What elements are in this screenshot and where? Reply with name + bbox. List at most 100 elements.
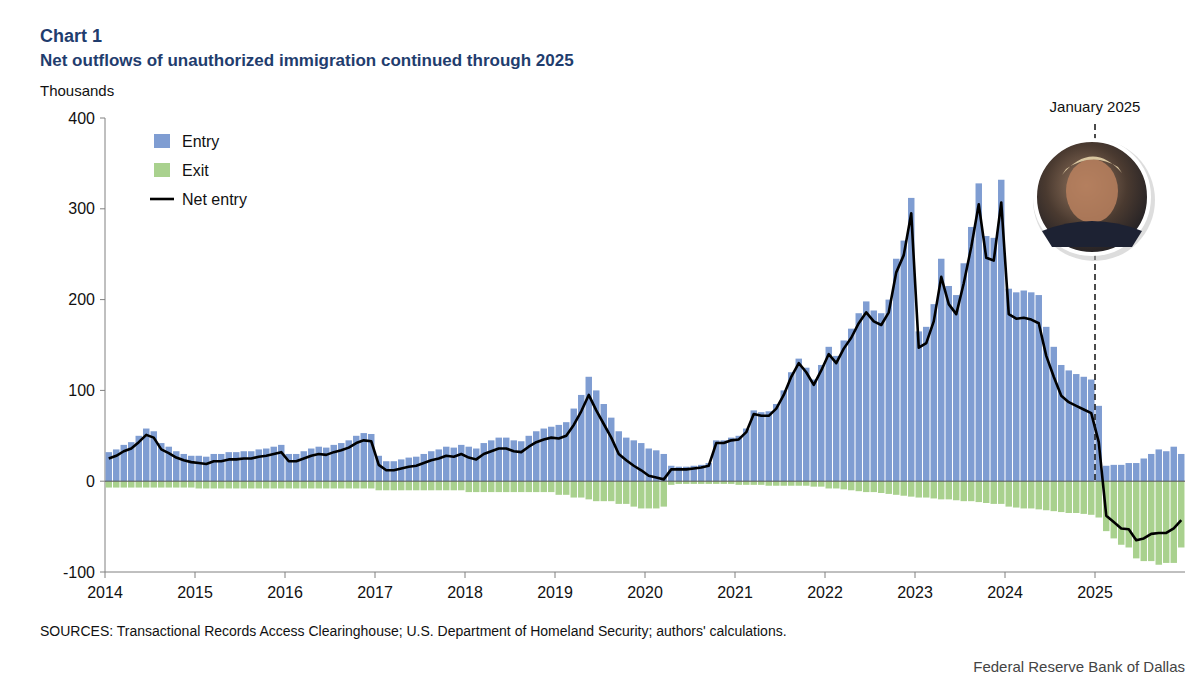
bar-exit	[1021, 481, 1027, 508]
bar-exit	[983, 481, 989, 503]
credit: Federal Reserve Bank of Dallas	[973, 658, 1185, 675]
bar-entry	[1111, 465, 1117, 481]
bar-entry	[443, 447, 449, 482]
bar-exit	[323, 481, 329, 488]
bar-exit	[293, 481, 299, 488]
bar-exit	[361, 481, 367, 488]
x-tick-label: 2025	[1077, 584, 1113, 601]
bar-exit	[271, 481, 277, 488]
bar-exit	[788, 481, 794, 486]
bar-entry	[293, 454, 299, 481]
bar-entry	[743, 429, 749, 482]
bar-entry	[421, 454, 427, 481]
bar-entry	[256, 449, 262, 481]
y-tick	[100, 208, 105, 209]
legend-swatch	[154, 163, 170, 177]
x-tick	[465, 572, 466, 578]
bar-exit	[368, 481, 374, 488]
bar-entry	[728, 438, 734, 482]
x-tick-label: 2017	[357, 584, 393, 601]
bar-entry	[811, 380, 817, 482]
portrait-face	[1066, 159, 1118, 223]
x-tick-label: 2022	[807, 584, 843, 601]
bar-entry	[758, 412, 764, 481]
bar-entry	[263, 449, 269, 482]
x-tick-label: 2020	[627, 584, 663, 601]
bar-exit	[586, 481, 592, 499]
bar-exit	[233, 481, 239, 488]
bar-entry	[968, 227, 974, 481]
bar-exit	[488, 481, 494, 492]
bar-exit	[1058, 481, 1064, 512]
bar-entry	[1081, 377, 1087, 481]
bar-exit	[286, 481, 292, 488]
bar-exit	[541, 481, 547, 492]
net-entry-line	[109, 202, 1182, 540]
bar-exit	[908, 481, 914, 496]
bar-entry	[1118, 465, 1124, 481]
bar-entry	[991, 238, 997, 481]
bar-exit	[1118, 481, 1124, 545]
bar-entry	[271, 447, 277, 482]
x-tick	[195, 572, 196, 578]
bar-entry	[301, 451, 307, 481]
bar-exit	[1171, 481, 1177, 563]
bar-exit	[316, 481, 322, 488]
bar-exit	[1066, 481, 1072, 513]
bar-exit	[1178, 481, 1184, 547]
bar-exit	[1111, 481, 1117, 538]
bar-entry	[878, 313, 884, 481]
portrait-hair	[1062, 156, 1122, 175]
bar-exit	[256, 481, 262, 488]
bar-exit	[938, 481, 944, 499]
bar-entry	[608, 418, 614, 482]
y-tick-label: 0	[86, 473, 95, 490]
bar-exit	[616, 481, 622, 504]
bar-entry	[1133, 463, 1139, 481]
bar-exit	[143, 481, 149, 487]
bar-entry	[503, 438, 509, 482]
background	[0, 0, 1200, 689]
bar-entry	[1156, 449, 1162, 481]
bar-exit	[841, 481, 847, 489]
bar-exit	[1043, 481, 1049, 510]
x-tick	[1095, 572, 1096, 578]
bar-exit	[1028, 481, 1034, 508]
bar-exit	[106, 481, 112, 487]
bar-entry	[766, 411, 772, 481]
bar-entry	[781, 390, 787, 481]
bar-exit	[466, 481, 472, 492]
bar-exit	[991, 481, 997, 504]
bar-exit	[901, 481, 907, 496]
bar-entry	[1126, 463, 1132, 481]
portrait	[1035, 140, 1149, 254]
x-tick	[735, 572, 736, 578]
bar-entry	[188, 456, 194, 481]
x-tick-label: 2016	[267, 584, 303, 601]
bar-entry	[1178, 454, 1184, 481]
bar-entry	[803, 368, 809, 482]
bar-exit	[496, 481, 502, 492]
x-tick	[1005, 572, 1006, 578]
bar-exit	[278, 481, 284, 488]
bar-exit	[248, 481, 254, 488]
bar-exit	[301, 481, 307, 488]
bar-exit	[1141, 481, 1147, 561]
bar-exit	[1006, 481, 1012, 506]
title: Net outflows of unauthorized immigration…	[40, 51, 574, 70]
portrait-suit	[1042, 221, 1142, 247]
bar-exit	[886, 481, 892, 494]
bar-entry	[226, 452, 232, 481]
bar-exit	[428, 481, 434, 490]
legend-label: Net entry	[182, 191, 247, 208]
bar-exit	[136, 481, 142, 487]
bar-entry	[473, 449, 479, 482]
bar-entry	[203, 457, 209, 482]
bar-exit	[953, 481, 959, 500]
bar-exit	[773, 481, 779, 486]
bar-entry	[556, 425, 562, 481]
bar-entry	[773, 404, 779, 481]
bar-exit	[668, 481, 674, 485]
bar-entry	[526, 436, 532, 481]
bar-exit	[1096, 481, 1102, 517]
